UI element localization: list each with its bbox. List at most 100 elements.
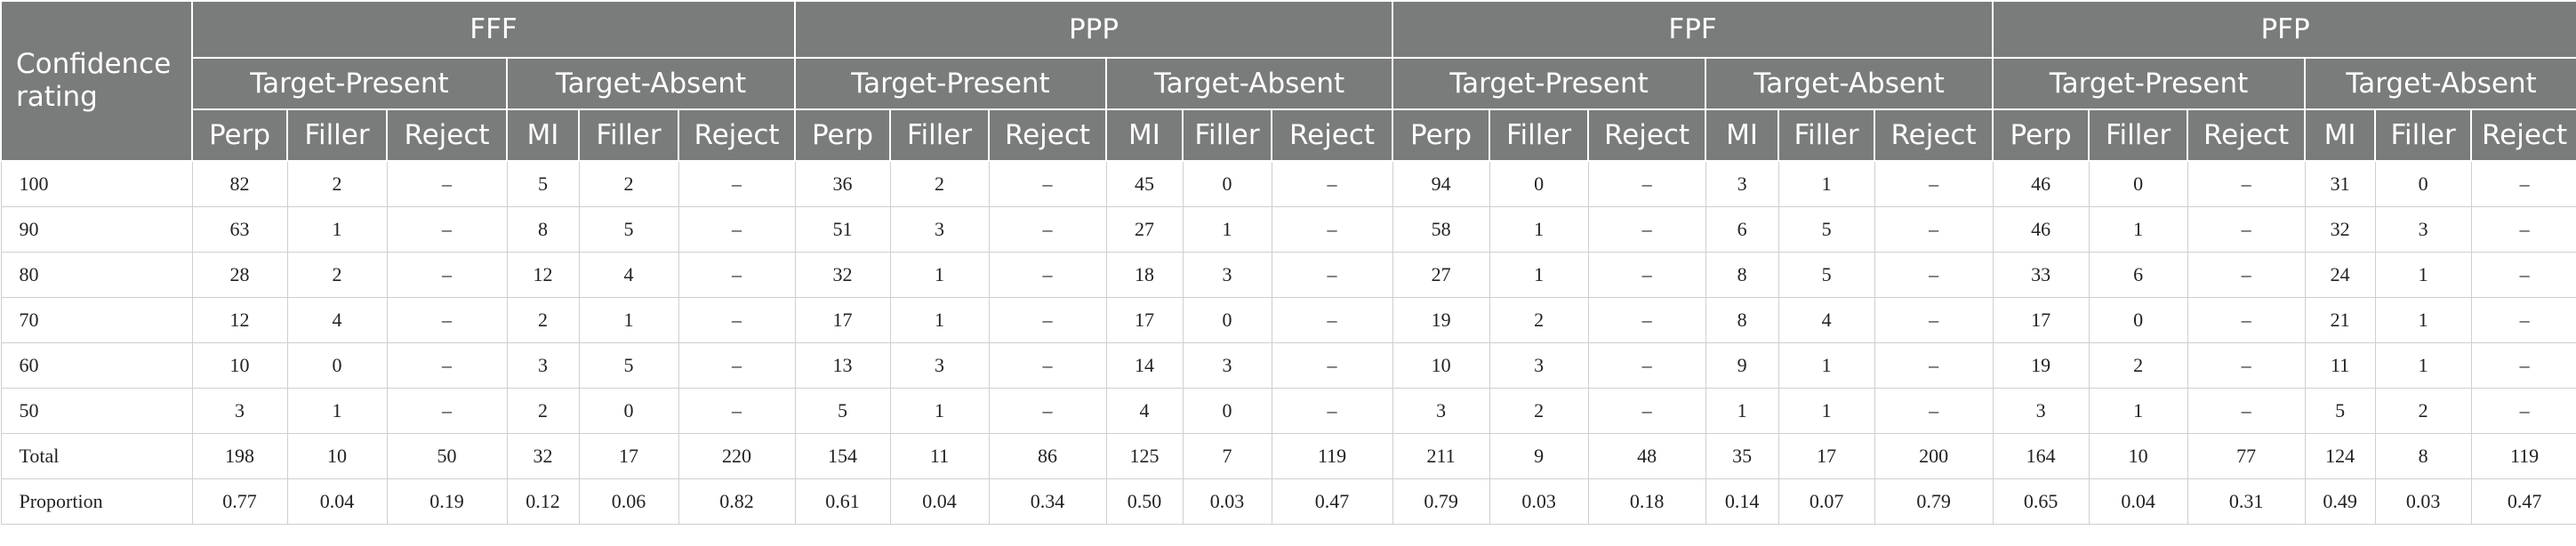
table-cell: 0.04 [2088, 478, 2188, 525]
table-cell: – [2470, 160, 2576, 207]
table-cell: 17 [1105, 296, 1184, 343]
table-cell: 3 [1182, 341, 1272, 389]
table-cell: 0.04 [889, 478, 990, 525]
table-cell: 5 [1778, 251, 1875, 298]
table-cell: 2 [506, 387, 580, 434]
table-cell: 5 [578, 205, 679, 253]
table-cell: 9 [1489, 432, 1589, 479]
column-header: MI [506, 108, 580, 162]
table-cell: – [988, 205, 1107, 253]
row-label: Total [0, 432, 193, 479]
table-cell: – [1271, 341, 1393, 389]
table-cell: 0 [2088, 160, 2188, 207]
table-cell: 1 [889, 296, 990, 343]
table-cell: 1 [1489, 205, 1589, 253]
column-header: Filler [2088, 108, 2189, 162]
table-cell: – [1874, 341, 1994, 389]
table-cell: 8 [1705, 251, 1779, 298]
table-cell: 2 [2374, 387, 2472, 434]
table-cell: 200 [1874, 432, 1994, 479]
column-header: Reject [1874, 108, 1994, 162]
table-cell: – [988, 251, 1107, 298]
table-cell: 6 [2088, 251, 2188, 298]
table-cell: 3 [1182, 251, 1272, 298]
table-cell: 3 [1489, 341, 1589, 389]
corner-header: Confidence rating [0, 0, 193, 162]
column-header: Perp [1992, 108, 2090, 162]
table-cell: – [1271, 251, 1393, 298]
table-cell: 13 [794, 341, 891, 389]
table-cell: – [2187, 251, 2306, 298]
table-cell: 124 [2304, 432, 2376, 479]
table-cell: – [2187, 160, 2306, 207]
table-cell: 58 [1392, 205, 1490, 253]
table-cell: 1 [1705, 387, 1779, 434]
table-cell: 1 [286, 205, 388, 253]
table-cell: 10 [191, 341, 288, 389]
table-cell: – [1874, 251, 1994, 298]
table-cell: 3 [889, 341, 990, 389]
table-cell: 28 [191, 251, 288, 298]
table-cell: 1 [1489, 251, 1589, 298]
subgroup-header: Target-Present [1392, 57, 1707, 110]
table-cell: 1 [889, 251, 990, 298]
table-cell: 19 [1992, 341, 2090, 389]
table-cell: 0 [2088, 296, 2188, 343]
table-cell: 63 [191, 205, 288, 253]
subgroup-header: Target-Present [1992, 57, 2307, 110]
table-cell: 2 [889, 160, 990, 207]
table-cell: 21 [2304, 296, 2376, 343]
table-cell: 24 [2304, 251, 2376, 298]
confidence-table: Confidence rating FFF PPP FPF PFP Target… [0, 0, 2576, 525]
table-cell: 5 [794, 387, 891, 434]
table-cell: 10 [1392, 341, 1490, 389]
table-cell: 2 [1489, 296, 1589, 343]
column-header: Reject [1587, 108, 1707, 162]
table-row: 50 3 1–2 0–5 1–4 0–3 2–1 1–3 1–5 2– [0, 387, 2576, 434]
table-cell: – [988, 387, 1107, 434]
row-label: 80 [0, 251, 193, 298]
table-cell: 4 [1778, 296, 1875, 343]
table-cell: 2 [2088, 341, 2188, 389]
table-cell: 2 [286, 160, 388, 207]
table-cell: 32 [2304, 205, 2376, 253]
table-cell: 1 [2088, 387, 2188, 434]
table-cell: 19 [1392, 296, 1490, 343]
table-cell: 11 [2304, 341, 2376, 389]
table-cell: 46 [1992, 160, 2090, 207]
table-cell: 11 [889, 432, 990, 479]
column-header: Reject [386, 108, 508, 162]
table-cell: 0.18 [1587, 478, 1706, 525]
table-cell: – [1271, 387, 1393, 434]
table-cell: – [2470, 296, 2576, 343]
table-cell: 0.04 [286, 478, 388, 525]
row-label: 100 [0, 160, 193, 207]
table-row: 100 82 2–5 2–36 2–45 0–94 0–3 1–46 0–31 0– [0, 160, 2576, 207]
table-cell: – [386, 251, 508, 298]
table-cell: 0.12 [506, 478, 580, 525]
table-cell: – [1587, 296, 1706, 343]
table-cell: 164 [1992, 432, 2090, 479]
subgroup-header: Target-Absent [1104, 57, 1394, 110]
table-row: 90 63 1–8 5–51 3–27 1–58 1–6 5–46 1–32 3– [0, 205, 2576, 253]
table-cell: 17 [578, 432, 679, 479]
table-cell: – [1587, 160, 1706, 207]
subgroup-header: Target-Absent [506, 57, 796, 110]
subgroup-header: Target-Absent [2304, 57, 2576, 110]
table-cell: 5 [506, 160, 580, 207]
subgroup-header: Target-Present [794, 57, 1107, 110]
table-cell: – [386, 160, 508, 207]
row-label: Proportion [0, 478, 193, 525]
table-cell: 86 [988, 432, 1107, 479]
group-header: PFP [1992, 0, 2576, 59]
column-header: Reject [988, 108, 1107, 162]
table-cell: 119 [2470, 432, 2576, 479]
group-header: FPF [1392, 0, 1994, 59]
table-cell: 77 [2187, 432, 2306, 479]
table-cell: 17 [794, 296, 891, 343]
table-cell: 0.07 [1778, 478, 1875, 525]
group-header: FFF [191, 0, 796, 59]
column-header: Filler [286, 108, 388, 162]
table-cell: 33 [1992, 251, 2090, 298]
table-cell: 0.50 [1105, 478, 1184, 525]
